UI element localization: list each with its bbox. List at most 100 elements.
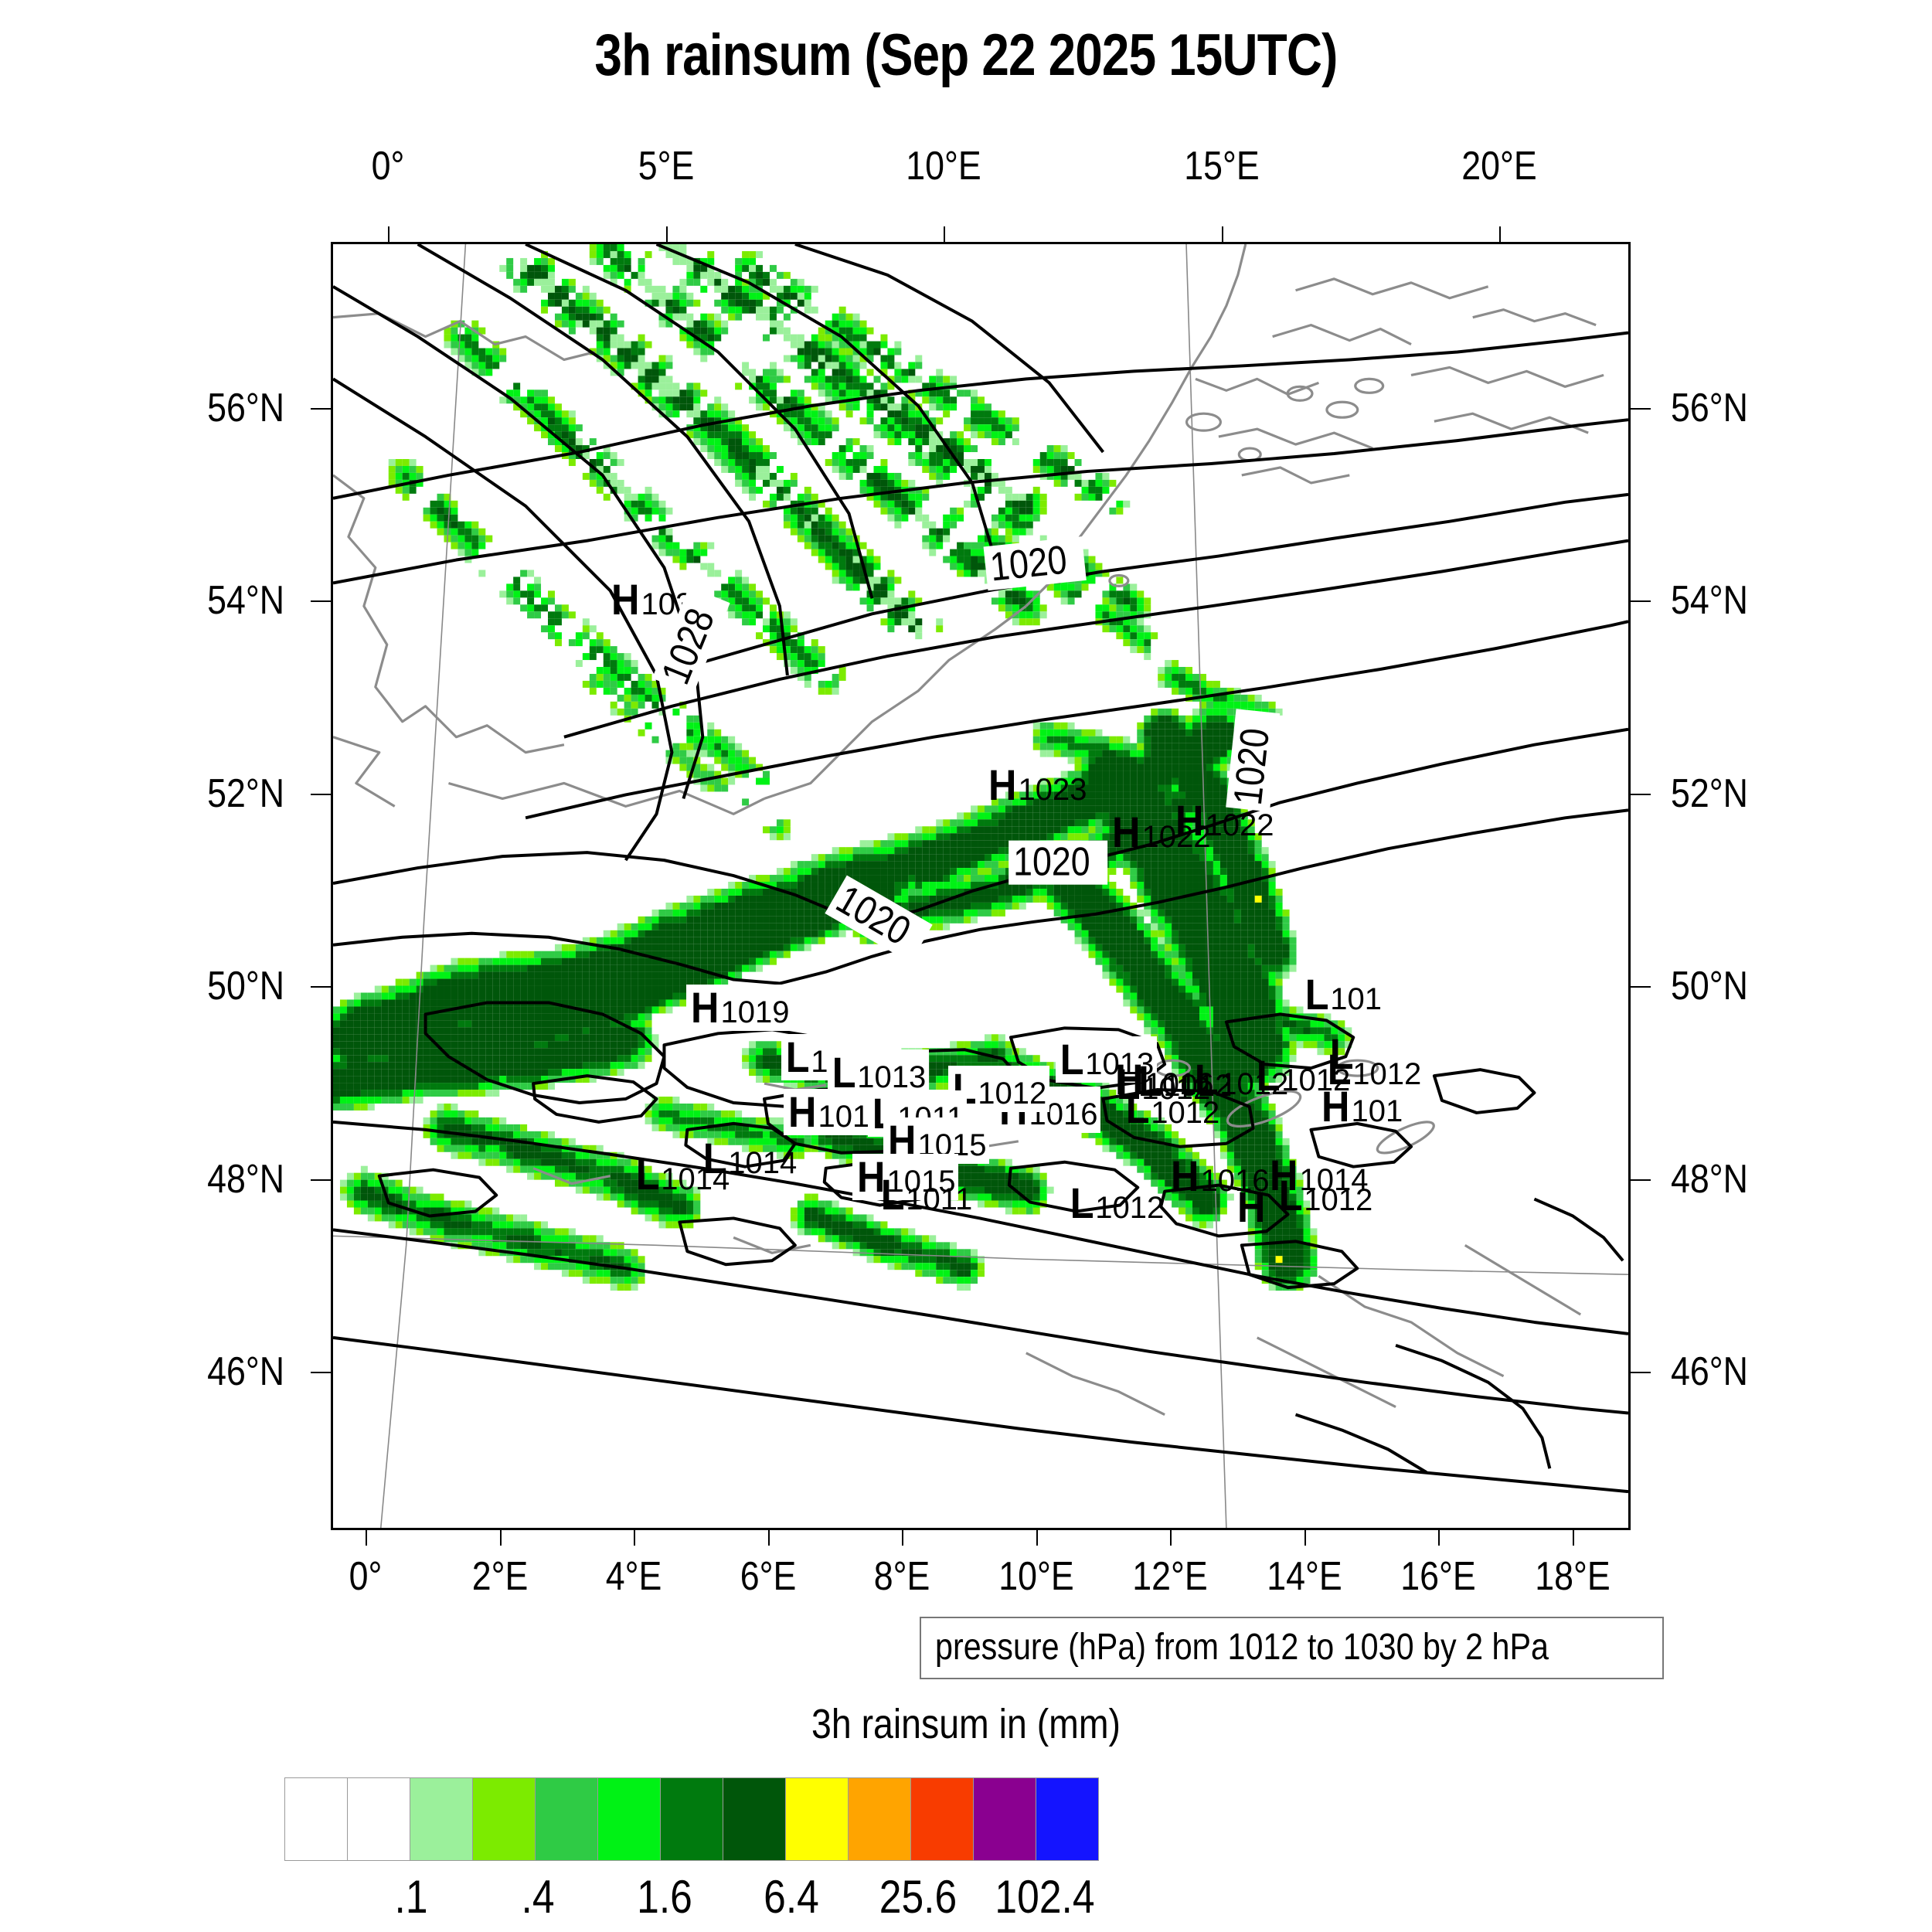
lon-label-bottom: 6°E: [740, 1554, 796, 1599]
low-pressure-marker: L101: [1304, 970, 1382, 1019]
low-pressure-marker: L1011: [880, 1170, 973, 1219]
low-pressure-marker: L1012: [1256, 1051, 1351, 1100]
axis-tick: [366, 1530, 367, 1546]
lon-label-top: 10°E: [906, 144, 981, 189]
low-pressure-marker: L1012: [1125, 1083, 1220, 1132]
colorbar-cell: [660, 1777, 723, 1861]
low-pressure-marker: L1012: [948, 1066, 1050, 1112]
axis-tick: [1304, 1530, 1306, 1546]
colorbar-tick-label: 6.4: [764, 1871, 819, 1923]
map-label-overlay: H1030H1023H1022H1022H1019L1013L1013L1013…: [333, 244, 1628, 1528]
pressure-legend-box: pressure (hPa) from 1012 to 1030 by 2 hP…: [920, 1617, 1665, 1679]
axis-tick: [311, 1179, 331, 1181]
lat-label-right: 56°N: [1671, 386, 1748, 430]
axis-tick: [311, 986, 331, 988]
lon-label-bottom: 2°E: [471, 1554, 528, 1599]
lat-label-left: 54°N: [207, 578, 284, 624]
lat-label-right: 54°N: [1671, 578, 1748, 624]
colorbar-cell: [597, 1777, 661, 1861]
low-pressure-marker: L1012: [1278, 1171, 1373, 1219]
lat-label-left: 52°N: [207, 770, 284, 816]
colorbar-tick-label: 102.4: [995, 1871, 1095, 1923]
high-pressure-marker: H101: [1321, 1082, 1403, 1131]
axis-tick: [634, 1530, 636, 1546]
axis-tick: [1631, 1372, 1651, 1373]
axis-tick: [311, 1372, 331, 1373]
lat-label-left: 56°N: [207, 386, 284, 430]
axis-tick: [311, 793, 331, 795]
high-pressure-marker: H1015: [852, 1154, 959, 1200]
colorbar: [284, 1777, 1099, 1861]
axis-tick: [1221, 226, 1223, 242]
axis-tick: [1438, 1530, 1440, 1546]
low-pressure-marker: L1012: [1138, 1056, 1233, 1105]
isobar-value-label: 1020: [825, 875, 933, 963]
low-pressure-marker: L1014: [702, 1134, 798, 1182]
lon-label-top: 15°E: [1183, 144, 1260, 189]
lat-label-left: 46°N: [207, 1349, 284, 1394]
low-pressure-marker: L1014: [635, 1150, 730, 1199]
axis-tick: [311, 408, 331, 410]
axis-tick: [1631, 1179, 1651, 1181]
high-pressure-marker: H: [1237, 1182, 1266, 1231]
colorbar-tick-label: 25.6: [879, 1871, 957, 1923]
colorbar-cell: [535, 1777, 598, 1861]
colorbar-cell: [472, 1777, 536, 1861]
lon-label-bottom: 18°E: [1535, 1554, 1611, 1599]
colorbar-cell: [410, 1777, 473, 1861]
axis-tick: [767, 1530, 770, 1546]
isobar-contours: [333, 244, 1628, 1494]
colorbar-tick-label: 1.6: [637, 1871, 692, 1923]
colorbar-tick-label: .1: [394, 1871, 428, 1923]
colorbar-cell: [284, 1777, 348, 1861]
lon-label-bottom: 14°E: [1267, 1554, 1342, 1599]
low-pressure-marker: L1012: [1327, 1045, 1422, 1094]
isobar-value-label: 1020: [1009, 840, 1107, 885]
lon-label-top: 5°E: [638, 144, 694, 189]
low-pressure-marker: L1012: [1070, 1179, 1165, 1227]
colorbar-cell: [848, 1777, 911, 1861]
axis-tick: [944, 226, 946, 242]
isobar-value-label: 1020: [983, 536, 1087, 590]
colorbar-cell: [910, 1777, 974, 1861]
axis-tick: [1631, 408, 1651, 410]
high-pressure-marker: H1016: [1171, 1151, 1270, 1200]
axis-tick: [311, 600, 331, 603]
map-frame: H1030H1023H1022H1022H1019L1013L1013L1013…: [331, 242, 1631, 1530]
colorbar-cell: [347, 1777, 410, 1861]
axis-tick: [1631, 600, 1651, 603]
axis-tick: [1631, 986, 1651, 988]
lon-label-bottom: 4°E: [605, 1554, 662, 1599]
lat-label-right: 52°N: [1671, 770, 1748, 816]
axis-tick: [1170, 1530, 1172, 1546]
lon-label-bottom: 10°E: [998, 1554, 1074, 1599]
axis-tick: [1631, 793, 1651, 795]
lon-label-bottom: 0°: [349, 1554, 383, 1599]
low-pressure-marker: L1013: [1056, 1036, 1158, 1083]
high-pressure-marker: H1019: [686, 985, 793, 1031]
isobar-value-label: 1020: [1226, 709, 1280, 812]
colorbar-cell: [1036, 1777, 1099, 1861]
axis-tick: [1036, 1530, 1038, 1546]
lat-label-left: 48°N: [207, 1156, 284, 1202]
axis-tick: [1499, 226, 1502, 242]
high-pressure-marker: H1014: [1270, 1151, 1369, 1199]
lon-label-bottom: 16°E: [1400, 1554, 1477, 1599]
high-pressure-marker: H1022: [1112, 808, 1211, 856]
lon-label-bottom: 12°E: [1132, 1554, 1209, 1599]
lon-label-bottom: 8°E: [873, 1554, 930, 1599]
axis-tick: [1573, 1530, 1574, 1546]
colorbar-cell: [723, 1777, 786, 1861]
lat-label-right: 48°N: [1671, 1156, 1748, 1202]
axis-tick: [665, 226, 668, 242]
lon-label-top: 0°: [371, 144, 405, 189]
low-pressure-marker: L1012: [1194, 1055, 1289, 1104]
colorbar-title: 3h rainsum in (mm): [811, 1701, 1121, 1747]
low-pressure-marker: L: [1329, 1029, 1354, 1078]
lat-label-right: 46°N: [1671, 1349, 1748, 1394]
low-pressure-marker: L1013: [828, 1049, 930, 1096]
axis-tick: [902, 1530, 904, 1546]
lat-label-left: 50°N: [207, 964, 284, 1009]
page-title: 3h rainsum (Sep 22 2025 15UTC): [594, 22, 1338, 88]
high-pressure-marker: H1022: [1175, 796, 1274, 845]
